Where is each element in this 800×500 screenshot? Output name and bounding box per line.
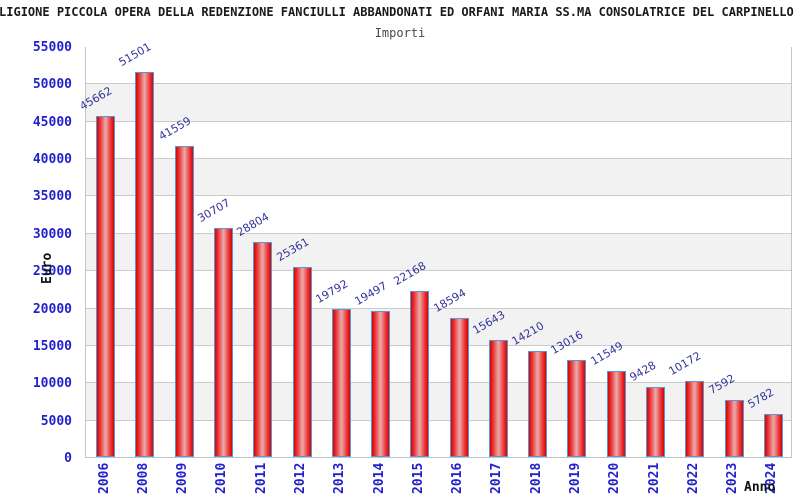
x-tick-label-2013: 2013 [332,462,348,494]
y-tick-label: 5000 [40,413,72,429]
x-axis-title: Anno [744,480,776,495]
y-tick-label: 30000 [32,226,72,242]
grid-band [86,382,791,420]
grid-band [86,344,791,383]
bar-2016 [449,318,469,457]
bar-2021 [646,386,666,457]
bar-2020 [606,370,626,457]
y-tick-label: 35000 [32,189,72,205]
grid-band [86,307,791,345]
plot-area: 45662 51501 41559 30707 28804 25361 19792 19497… [78,40,792,458]
grid-band [86,195,791,233]
grid-band [86,270,791,308]
bar-2019 [567,359,587,457]
x-tick-label-2022: 2022 [685,462,701,494]
bar-2009 [174,146,194,457]
x-tick-label-2009: 2009 [175,462,191,494]
x-tick-label-2008: 2008 [135,462,151,494]
chart-title: RELIGIONE PICCOLA OPERA DELLA REDENZIONE… [0,5,800,19]
x-tick-label-2012: 2012 [293,462,309,494]
bar-2012 [292,267,312,457]
bar-2022 [685,381,705,457]
bar-2008 [135,72,155,457]
x-tick-label-2017: 2017 [489,462,505,494]
y-tick-label: 20000 [32,301,72,317]
x-tick-label-2006: 2006 [96,462,112,494]
bar-2013 [331,309,351,457]
x-tick-label-2023: 2023 [725,462,741,494]
x-tick-label-2020: 2020 [607,462,623,494]
x-tick-label-2016: 2016 [450,462,466,494]
y-tick-label: 25000 [32,264,72,280]
bar-2018 [528,350,548,457]
y-tick-label: 0 [64,451,72,466]
y-tick-label: 50000 [32,77,72,93]
grid-band [86,419,791,457]
x-tick-label-2014: 2014 [371,462,387,494]
y-tick-label: 55000 [32,40,72,55]
x-tick-label-2015: 2015 [410,462,426,494]
y-tick-label: 45000 [32,114,72,130]
x-tick-label-2011: 2011 [253,462,269,494]
bar-2006 [96,115,116,457]
x-tick-label-2010: 2010 [214,462,230,494]
bar-2014 [371,311,391,457]
bar-2011 [253,241,273,457]
x-tick-label-2019: 2019 [567,462,583,494]
bar-2024 [763,413,783,457]
y-axis-title: Euro [40,252,55,284]
bar-2017 [488,340,508,457]
y-tick-label: 40000 [32,152,72,168]
bar-2023 [724,400,744,457]
grid-band [86,46,791,84]
y-tick-label: 15000 [32,338,72,354]
bar-2010 [213,227,233,457]
y-tick-label: 10000 [32,376,72,392]
grid-band [86,158,791,196]
chart-subtitle: Importi [374,26,426,40]
x-tick-label-2018: 2018 [528,462,544,494]
grid-band [86,83,791,121]
x-tick-label-2021: 2021 [646,462,662,494]
grid-band [86,232,791,271]
bar-2015 [410,291,430,457]
grid-band [86,120,791,159]
